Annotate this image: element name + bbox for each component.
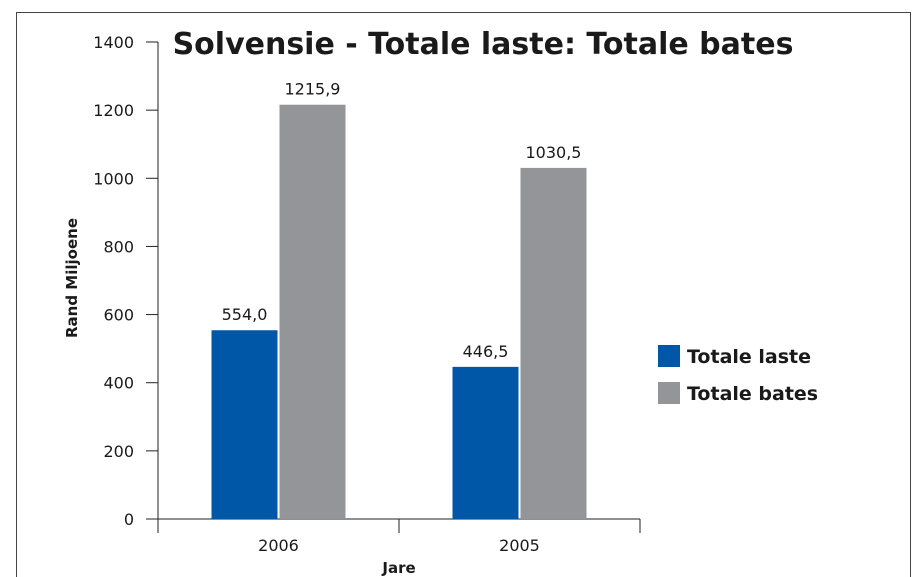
legend: Totale laste Totale bates [658, 345, 818, 405]
y-tick-label: 1200 [93, 101, 134, 120]
legend-swatch [658, 345, 680, 367]
x-axis-ticks: 2006 2005 [157, 519, 641, 555]
y-axis-ticks: 0 200 400 600 800 1000 1200 1400 [93, 33, 158, 529]
legend-label: Totale bates [687, 383, 818, 405]
bar-value-labels: 554,0 1215,9 446,5 1030,5 [222, 80, 582, 361]
bar-value-label: 446,5 [463, 342, 509, 361]
bar [452, 366, 519, 519]
bar-value-label: 1030,5 [526, 143, 582, 162]
x-axis-label: Jare [381, 559, 415, 577]
y-tick-label: 600 [103, 306, 134, 325]
y-tick-label: 800 [103, 237, 134, 256]
y-tick-label: 400 [103, 374, 134, 393]
bar-group [211, 104, 587, 520]
legend-swatch [658, 382, 680, 404]
bar [211, 330, 278, 519]
y-axis-label: Rand Miljoene [63, 218, 81, 338]
x-tick-label: 2006 [258, 536, 299, 555]
y-tick-label: 1000 [93, 169, 134, 188]
y-tick-label: 0 [124, 510, 134, 529]
bar-value-label: 554,0 [222, 305, 268, 324]
x-tick-label: 2005 [499, 536, 540, 555]
bar-value-label: 1215,9 [285, 80, 341, 99]
y-tick-label: 1400 [93, 33, 134, 52]
legend-label: Totale laste [687, 346, 811, 368]
chart-title: Solvensie - Totale laste: Totale bates [173, 27, 794, 62]
bar [520, 167, 587, 519]
y-tick-label: 200 [103, 442, 134, 461]
bar [279, 104, 346, 520]
